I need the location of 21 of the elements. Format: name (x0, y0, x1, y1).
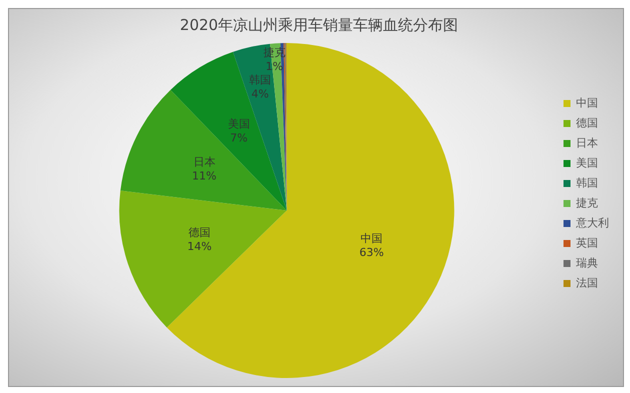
legend-label: 英国 (576, 236, 598, 250)
legend-label: 瑞典 (576, 256, 598, 270)
legend-label: 法国 (576, 276, 598, 290)
legend-label: 中国 (576, 96, 598, 110)
legend-label: 日本 (576, 136, 598, 150)
legend-label: 捷克 (576, 196, 598, 210)
slice-label: 美国 (228, 118, 250, 131)
data-label: 11% (192, 169, 216, 182)
data-label: 63% (359, 246, 384, 260)
data-label: 14% (187, 240, 212, 253)
slice-label: 日本 (193, 155, 216, 168)
legend-label: 德国 (576, 116, 598, 130)
slice-label: 中国 (360, 232, 383, 246)
slice-label: 德国 (188, 226, 210, 239)
data-label: 4% (251, 88, 269, 101)
data-label: 7% (230, 132, 248, 145)
chart-title: 2020年凉山州乘用车销量车辆血统分布图 (180, 16, 458, 34)
legend-label: 意大利 (575, 216, 609, 230)
slice-label: 韩国 (249, 74, 272, 87)
legend-label: 美国 (576, 156, 598, 170)
legend-label: 韩国 (576, 176, 598, 190)
